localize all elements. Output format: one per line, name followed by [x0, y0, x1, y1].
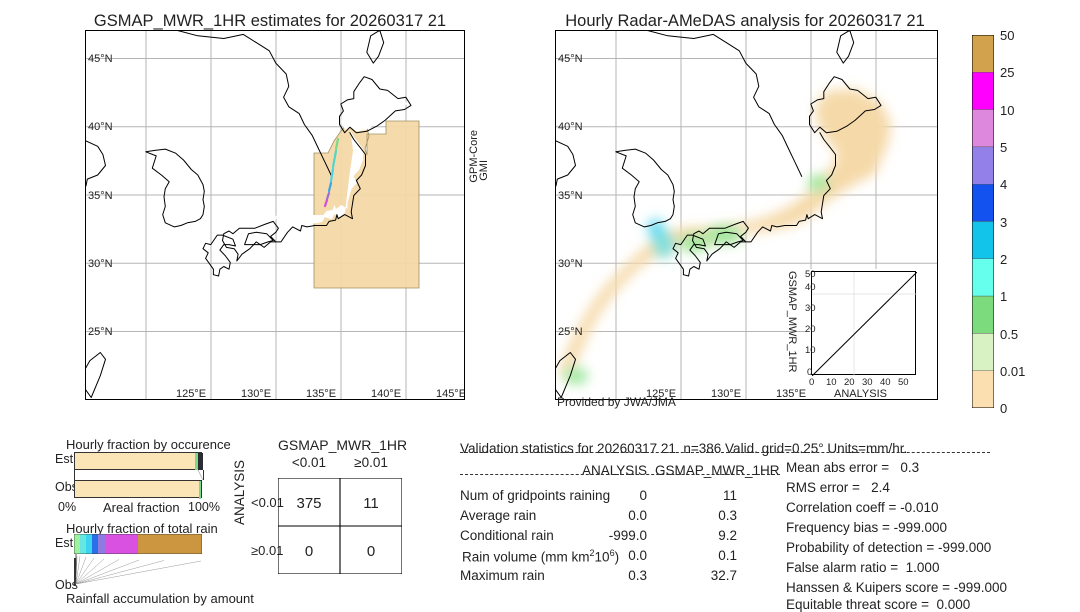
- svg-text:130°E: 130°E: [711, 388, 741, 400]
- svg-text:25°N: 25°N: [558, 326, 583, 338]
- svg-text:135°E: 135°E: [776, 388, 806, 400]
- svg-text:40°N: 40°N: [88, 121, 113, 133]
- svg-text:30°N: 30°N: [558, 258, 583, 270]
- svg-text:135°E: 135°E: [306, 388, 336, 400]
- svg-text:35°N: 35°N: [88, 190, 113, 202]
- svg-text:145°E: 145°E: [436, 388, 465, 400]
- svg-text:11: 11: [363, 495, 379, 512]
- svg-text:35°N: 35°N: [558, 190, 583, 202]
- svg-text:30°N: 30°N: [88, 258, 113, 270]
- svg-text:140°E: 140°E: [371, 388, 401, 400]
- svg-text:45°N: 45°N: [558, 53, 583, 65]
- svg-text:130°E: 130°E: [241, 388, 271, 400]
- svg-text:45°N: 45°N: [88, 53, 113, 65]
- svg-text:0: 0: [305, 543, 313, 560]
- svg-text:25°N: 25°N: [88, 326, 113, 338]
- svg-text:0: 0: [367, 543, 375, 560]
- svg-text:40°N: 40°N: [558, 121, 583, 133]
- svg-text:125°E: 125°E: [176, 388, 206, 400]
- svg-text:375: 375: [296, 495, 321, 512]
